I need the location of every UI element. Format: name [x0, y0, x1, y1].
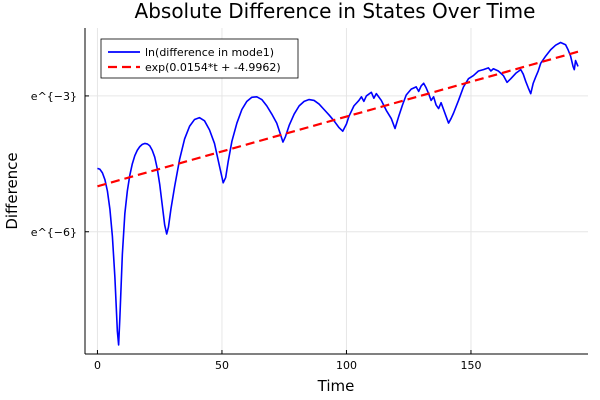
series-line-mode1: [97, 41, 579, 346]
y-axis-label: Difference: [3, 152, 21, 229]
y-tick-label: e^{−3}: [31, 90, 77, 103]
x-tick-label: 0: [94, 359, 101, 372]
legend-label-fit: exp(0.0154*t + -4.9962): [145, 61, 281, 74]
grid: [85, 28, 588, 354]
x-tick-label: 150: [460, 359, 481, 372]
legend-label-mode1: ln(difference in mode1): [145, 46, 274, 59]
x-ticks: 0 50 100 150: [94, 350, 481, 372]
axes: [84, 28, 588, 355]
chart-title: Absolute Difference in States Over Time: [135, 0, 536, 23]
legend: ln(difference in mode1) exp(0.0154*t + -…: [100, 38, 299, 79]
plot-area: [97, 41, 579, 346]
y-tick-label: e^{−6}: [31, 226, 77, 239]
x-axis-label: Time: [317, 377, 355, 395]
x-tick-label: 100: [336, 359, 357, 372]
x-tick-label: 50: [215, 359, 229, 372]
y-ticks: e^{−3} e^{−6}: [31, 90, 89, 239]
legend-box: [100, 38, 299, 79]
